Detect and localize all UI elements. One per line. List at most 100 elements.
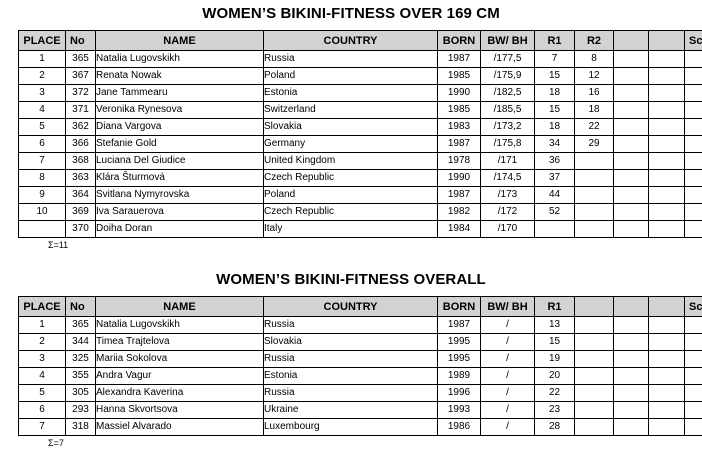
cell-score: 23 <box>684 401 702 419</box>
cell-bw-bh: /173 <box>480 186 535 204</box>
cell-no: 369 <box>65 203 96 221</box>
cell-born: 1982 <box>437 203 481 221</box>
cell-bw-bh: /175,9 <box>480 67 535 85</box>
cell-score <box>684 169 702 187</box>
cell-bw-bh: / <box>480 401 535 419</box>
cell-round-2 <box>574 418 614 436</box>
cell-born: 1986 <box>437 418 481 436</box>
cell-extra-2 <box>648 384 685 402</box>
cell-country: Germany <box>263 135 438 153</box>
cell-score: 18 <box>684 101 702 119</box>
cell-country: United Kingdom <box>263 152 438 170</box>
cell-bw-bh: / <box>480 367 535 385</box>
cell-extra-2 <box>648 367 685 385</box>
column-header-extra-1 <box>613 30 649 51</box>
cell-athlete-name: Renata Nowak <box>95 67 264 85</box>
cell-place: 7 <box>18 152 66 170</box>
cell-athlete-name: Jane Tammearu <box>95 84 264 102</box>
cell-round-1: 18 <box>534 84 575 102</box>
cell-athlete-name: Hanna Skvortsova <box>95 401 264 419</box>
cell-round-1: 13 <box>534 316 575 334</box>
cell-extra-1 <box>613 333 649 351</box>
cell-athlete-name: Doiha Doran <box>95 220 264 238</box>
table-body-over-169: 1 365 Natalia Lugovskikh Russia 1987/177,5 7 8… <box>18 50 702 238</box>
column-header-no: No <box>65 296 96 317</box>
cell-athlete-name: Luciana Del Giudice <box>95 152 264 170</box>
column-header-place: PLACE <box>18 30 66 51</box>
cell-round-1: 52 <box>534 203 575 221</box>
cell-round-2 <box>574 220 614 238</box>
cell-extra-2 <box>648 118 685 136</box>
cell-athlete-name: Timea Trajtelova <box>95 333 264 351</box>
cell-country: Poland <box>263 67 438 85</box>
cell-athlete-name: Massiel Alvarado <box>95 418 264 436</box>
cell-bw-bh: /177,5 <box>480 50 535 68</box>
cell-extra-2 <box>648 135 685 153</box>
column-header-place: PLACE <box>18 296 66 317</box>
cell-round-2 <box>574 333 614 351</box>
table-header-row: PLACE No NAME COUNTRY BORN BW/ BH R1 R2 … <box>18 30 702 51</box>
cell-round-2 <box>574 152 614 170</box>
cell-score: 16 <box>684 84 702 102</box>
cell-round-2 <box>574 203 614 221</box>
column-header-country: COUNTRY <box>263 30 438 51</box>
cell-round-1: 15 <box>534 67 575 85</box>
results-table-wrapper-over-169: PLACE No NAME COUNTRY BORN BW/ BH R1 R2 … <box>18 30 702 251</box>
cell-bw-bh: / <box>480 384 535 402</box>
cell-extra-2 <box>648 333 685 351</box>
cell-extra-1 <box>613 418 649 436</box>
cell-round-2: 8 <box>574 50 614 68</box>
column-header-country: COUNTRY <box>263 296 438 317</box>
cell-score: 22 <box>684 384 702 402</box>
cell-round-1 <box>534 220 575 238</box>
column-header-name: NAME <box>95 30 264 51</box>
cell-place: 9 <box>18 186 66 204</box>
cell-no: 344 <box>65 333 96 351</box>
cell-place: 10 <box>18 203 66 221</box>
cell-athlete-name: Andra Vagur <box>95 367 264 385</box>
cell-born: 1990 <box>437 84 481 102</box>
table-row: 8 363 Klára Šturmová Czech Republic 1990/174… <box>18 169 702 187</box>
cell-extra-1 <box>613 220 649 238</box>
cell-place <box>18 220 66 238</box>
cell-round-1: 20 <box>534 367 575 385</box>
cell-place: 2 <box>18 67 66 85</box>
column-header-no: No <box>65 30 96 51</box>
cell-round-2: 12 <box>574 67 614 85</box>
cell-score: 8 <box>684 50 702 68</box>
cell-score <box>684 186 702 204</box>
cell-place: 5 <box>18 118 66 136</box>
cell-round-2 <box>574 316 614 334</box>
cell-bw-bh: /173,2 <box>480 118 535 136</box>
athlete-count-over-169: Σ=11 <box>48 240 69 250</box>
cell-score <box>684 203 702 221</box>
cell-born: 1978 <box>437 152 481 170</box>
cell-place: 6 <box>18 401 66 419</box>
cell-extra-1 <box>613 152 649 170</box>
cell-bw-bh: /172 <box>480 203 535 221</box>
cell-round-2 <box>574 169 614 187</box>
cell-score: 28 <box>684 418 702 436</box>
cell-extra-2 <box>648 169 685 187</box>
column-header-extra-2 <box>648 30 685 51</box>
cell-round-1: 37 <box>534 169 575 187</box>
cell-extra-1 <box>613 401 649 419</box>
cell-born: 1983 <box>437 118 481 136</box>
cell-bw-bh: /170 <box>480 220 535 238</box>
cell-no: 355 <box>65 367 96 385</box>
cell-extra-1 <box>613 50 649 68</box>
cell-extra-2 <box>648 186 685 204</box>
column-header-bw-bh: BW/ BH <box>480 296 535 317</box>
cell-bw-bh: /175,8 <box>480 135 535 153</box>
cell-extra-1 <box>613 350 649 368</box>
cell-country: Switzerland <box>263 101 438 119</box>
cell-athlete-name: Mariia Sokolova <box>95 350 264 368</box>
cell-bw-bh: /182,5 <box>480 84 535 102</box>
cell-no: 293 <box>65 401 96 419</box>
cell-extra-2 <box>648 418 685 436</box>
